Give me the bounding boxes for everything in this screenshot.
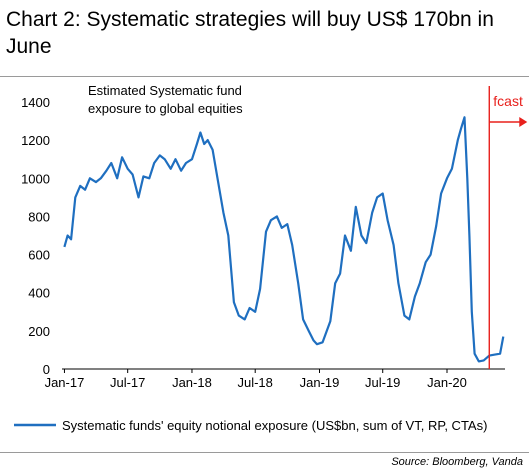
x-tick-label: Jan-17 xyxy=(45,375,85,390)
annotation-line: exposure to global equities xyxy=(88,101,243,116)
forecast-label: fcast xyxy=(493,93,523,109)
y-axis: 0 200 400 600 800 1000 1200 1400 xyxy=(21,95,50,377)
x-tick-label: Jul-18 xyxy=(237,375,272,390)
y-tick-label: 1000 xyxy=(21,171,50,186)
annotation-line: Estimated Systematic fund xyxy=(88,83,242,98)
x-axis: Jan-17 Jul-17 Jan-18 Jul-18 Jan-19 Jul-19 Jan-… xyxy=(45,368,505,390)
chart-annotation: Estimated Systematic fund exposure to glo… xyxy=(88,83,243,116)
x-tick-label: Jul-17 xyxy=(110,375,145,390)
chart-title: Chart 2: Systematic strategies will buy … xyxy=(6,8,494,58)
title-divider xyxy=(0,76,529,77)
forecast-arrowhead xyxy=(519,117,528,127)
y-tick-label: 0 xyxy=(43,362,50,377)
source-note: Source: Bloomberg, Vanda xyxy=(391,456,523,468)
y-tick-label: 400 xyxy=(28,286,50,301)
y-tick-label: 600 xyxy=(28,248,50,263)
x-tick-label: Jan-20 xyxy=(427,375,467,390)
series-layer xyxy=(63,116,505,363)
x-tick-label: Jan-19 xyxy=(300,375,340,390)
x-tick-label: Jul-19 xyxy=(365,375,400,390)
legend-label: Systematic funds' equity notional exposu… xyxy=(62,418,487,433)
y-tick-label: 800 xyxy=(28,209,50,224)
y-tick-label: 200 xyxy=(28,324,50,339)
source-divider xyxy=(0,452,529,453)
x-tick-label: Jan-18 xyxy=(172,375,212,390)
y-tick-label: 1200 xyxy=(21,133,50,148)
series-line xyxy=(63,116,505,363)
forecast-layer: fcast xyxy=(488,86,528,369)
y-tick-label: 1400 xyxy=(21,95,50,110)
legend: Systematic funds' equity notional exposu… xyxy=(14,418,487,433)
